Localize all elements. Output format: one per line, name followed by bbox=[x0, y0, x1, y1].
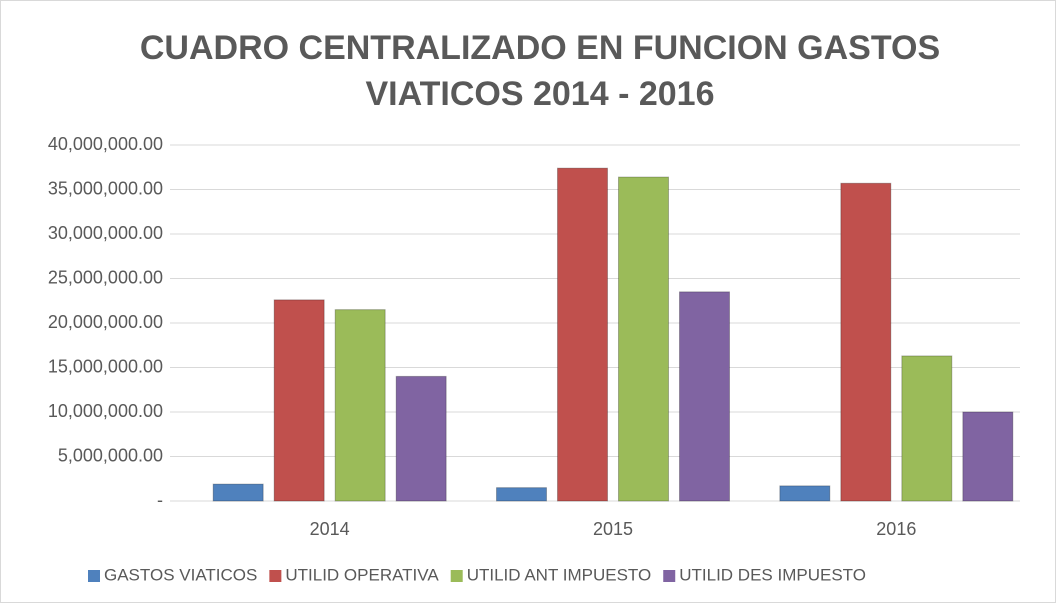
legend-label: UTILID DES IMPUESTO bbox=[679, 565, 866, 584]
x-tick-label: 2015 bbox=[593, 519, 633, 539]
y-tick-label: 20,000,000.00 bbox=[48, 312, 163, 332]
y-tick-label: 15,000,000.00 bbox=[48, 356, 163, 376]
bar bbox=[618, 176, 669, 502]
y-tick-label: - bbox=[157, 490, 163, 510]
legend-label: UTILID ANT IMPUESTO bbox=[467, 565, 652, 584]
chart-title: CUADRO CENTRALIZADO EN FUNCION GASTOS bbox=[140, 29, 940, 67]
bar bbox=[212, 483, 264, 502]
bar bbox=[395, 375, 447, 502]
x-tick-label: 2016 bbox=[876, 519, 916, 539]
bar bbox=[962, 411, 1014, 502]
bar bbox=[679, 291, 730, 502]
legend-swatch bbox=[663, 570, 676, 582]
legend-swatch bbox=[88, 570, 100, 582]
bar bbox=[840, 182, 892, 502]
y-tick-label: 30,000,000.00 bbox=[48, 223, 163, 243]
y-tick-label: 35,000,000.00 bbox=[48, 178, 163, 198]
y-tick-label: 40,000,000.00 bbox=[48, 134, 163, 154]
bar bbox=[496, 487, 547, 502]
x-tick-label: 2014 bbox=[310, 519, 350, 539]
bar bbox=[273, 299, 325, 502]
bar bbox=[334, 309, 386, 502]
y-tick-label: 10,000,000.00 bbox=[48, 401, 163, 421]
legend-label: GASTOS VIATICOS bbox=[104, 565, 257, 584]
legend-swatch bbox=[269, 570, 282, 582]
bar bbox=[901, 355, 953, 502]
chart-title: VIATICOS 2014 - 2016 bbox=[366, 75, 715, 113]
y-tick-label: 5,000,000.00 bbox=[58, 445, 163, 465]
bar bbox=[779, 485, 831, 502]
y-tick-label: 25,000,000.00 bbox=[48, 267, 163, 287]
legend-label: UTILID OPERATIVA bbox=[285, 565, 439, 584]
legend-swatch bbox=[450, 570, 463, 582]
bar bbox=[557, 167, 608, 502]
